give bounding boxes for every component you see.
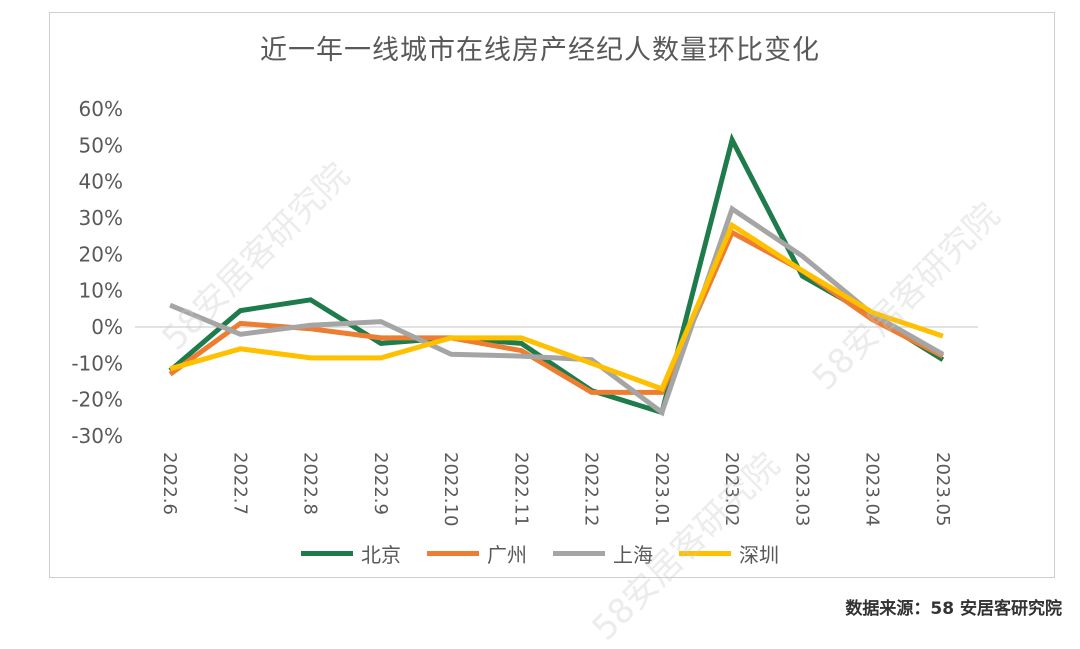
y-tick-label: 50% <box>79 133 123 157</box>
x-tick-label: 2023.03 <box>791 452 812 526</box>
x-tick-label: 2023.01 <box>651 452 672 526</box>
legend-swatch <box>301 551 353 556</box>
line-chart: 60% 50% 40% 30% 20% 10% 0% -10% -20% -30% 2022.6 20… <box>71 97 978 526</box>
chart-title: 近一年一线城市在线房产经纪人数量环比变化 <box>260 35 820 66</box>
x-tick-label: 2023.02 <box>721 452 742 526</box>
legend-label: 广州 <box>487 543 527 567</box>
y-tick-label: -20% <box>71 388 123 412</box>
y-tick-label: -30% <box>71 424 123 448</box>
x-tick-label: 2022.11 <box>510 452 531 526</box>
legend-item: 上海 <box>553 539 653 568</box>
x-tick-label: 2023.04 <box>862 452 883 526</box>
x-tick-label: 2022.7 <box>229 452 250 515</box>
chart-frame <box>49 12 1055 578</box>
x-tick-label: 2022.8 <box>300 452 321 515</box>
legend-label: 深圳 <box>739 543 779 567</box>
legend-item: 广州 <box>427 539 527 568</box>
x-tick-label: 2022.10 <box>440 452 461 526</box>
x-tick-label: 2022.9 <box>370 452 391 515</box>
y-tick-label: 40% <box>79 170 123 194</box>
chart-legend: 北京 广州 上海 深圳 <box>0 539 1080 568</box>
legend-item: 深圳 <box>679 539 779 568</box>
legend-swatch <box>553 551 605 556</box>
legend-item: 北京 <box>301 539 401 568</box>
series-line-3 <box>169 221 944 392</box>
series-line-0 <box>168 132 945 416</box>
y-tick-label: 10% <box>79 279 123 303</box>
x-tick-label: 2022.12 <box>581 452 602 526</box>
legend-swatch <box>427 551 479 556</box>
y-tick-label: 20% <box>79 242 123 266</box>
y-tick-label: 60% <box>79 97 123 121</box>
x-tick-label: 2022.6 <box>159 452 180 515</box>
y-tick-label: 0% <box>91 315 123 339</box>
legend-swatch <box>679 551 731 556</box>
legend-label: 上海 <box>613 543 653 567</box>
legend-label: 北京 <box>361 543 401 567</box>
series-line-2 <box>169 205 945 417</box>
y-tick-label: -10% <box>71 351 123 375</box>
x-tick-label: 2023.05 <box>932 452 953 526</box>
y-tick-label: 30% <box>79 206 123 230</box>
source-note: 数据来源：58 安居客研究院 <box>845 599 1062 619</box>
